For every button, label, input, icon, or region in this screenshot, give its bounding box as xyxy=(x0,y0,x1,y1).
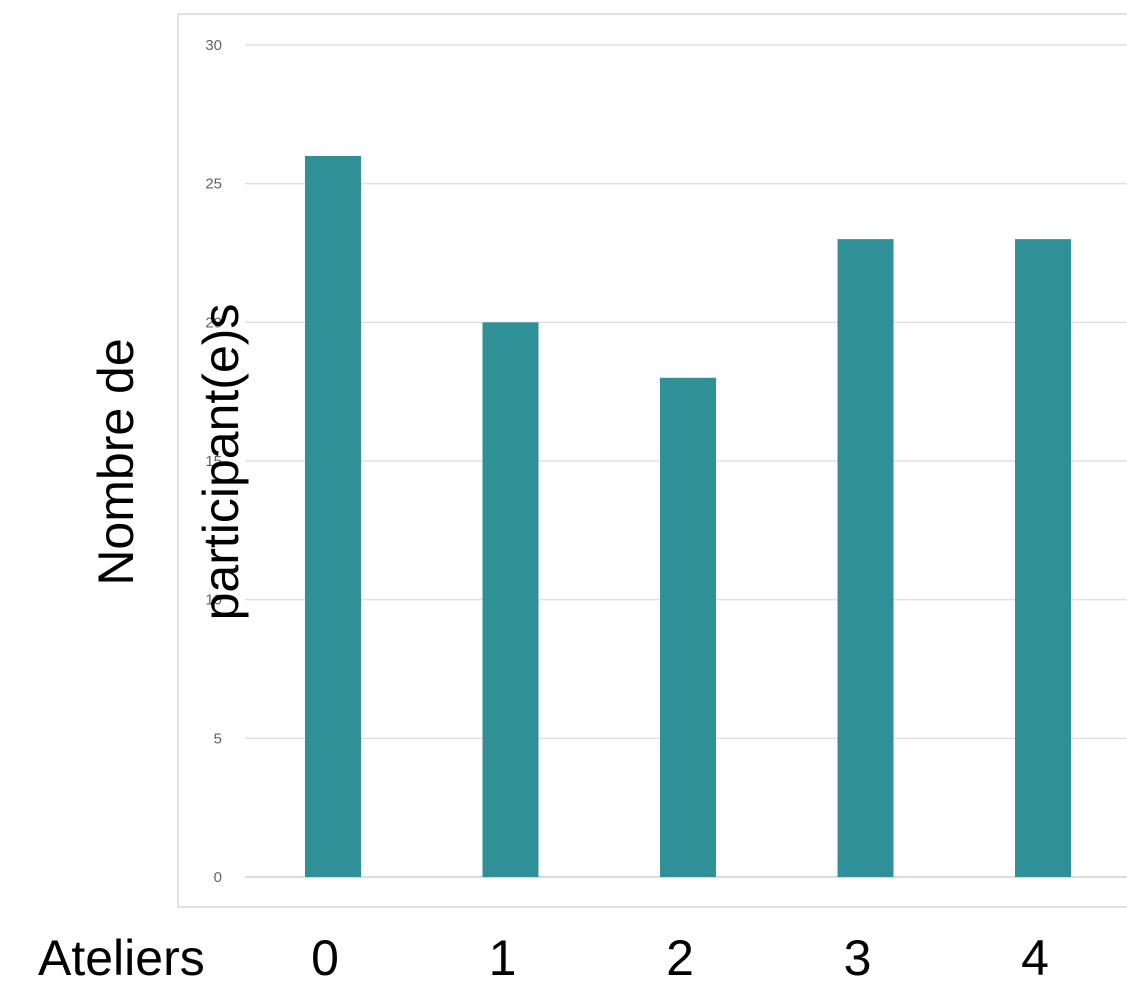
y-tick-label: 30 xyxy=(205,37,222,54)
y-tick-label: 10 xyxy=(205,592,222,609)
x-tick-labels: 0 1 2 3 4 xyxy=(311,930,1049,985)
x-tick-label: 3 xyxy=(844,930,872,980)
y-axis-title-line-2: participant(e)s xyxy=(193,304,249,621)
x-axis-title: Ateliers xyxy=(38,930,205,980)
bar-0 xyxy=(305,155,361,877)
bar-4 xyxy=(1015,239,1071,878)
y-axis-title-line-1: Nombre de xyxy=(88,338,144,585)
x-tick-label: 2 xyxy=(666,930,694,980)
x-tick-label: 4 xyxy=(1021,930,1049,980)
y-tick-label: 5 xyxy=(214,730,222,747)
x-tick-label: 1 xyxy=(489,930,517,980)
bar-2 xyxy=(660,377,716,877)
y-tick-label: 20 xyxy=(205,314,222,331)
x-tick-label: 0 xyxy=(311,930,339,980)
y-tick-label: 0 xyxy=(214,869,222,886)
y-tick-labels: 0 5 10 15 20 25 30 xyxy=(205,37,222,886)
bars xyxy=(305,155,1071,878)
y-axis-title: Nombre de participant(e)s xyxy=(88,304,249,621)
bar-3 xyxy=(837,239,894,878)
bar-1 xyxy=(482,322,539,877)
y-tick-label: 15 xyxy=(205,453,222,470)
y-tick-label: 25 xyxy=(205,176,222,193)
